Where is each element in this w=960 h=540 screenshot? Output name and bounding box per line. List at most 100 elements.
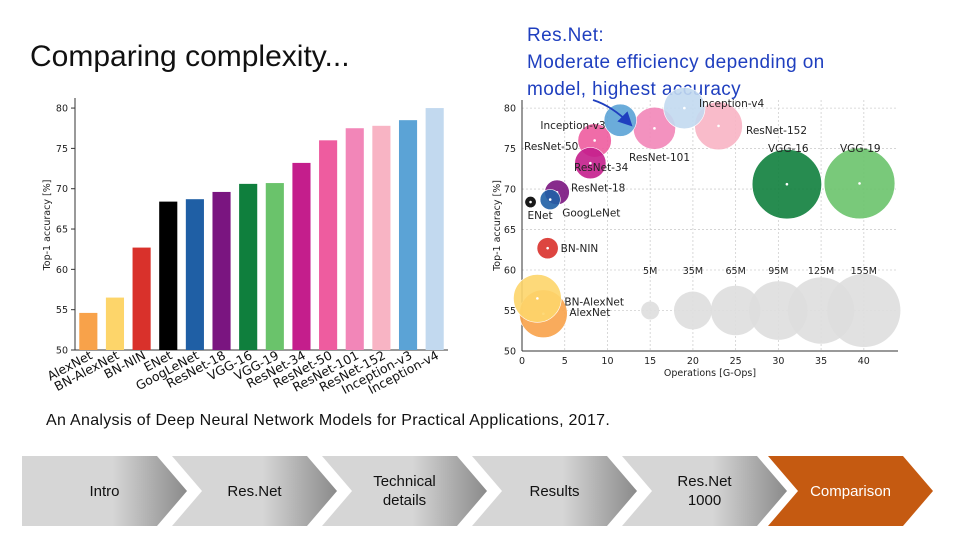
nav-step-label: Intro [89, 482, 120, 500]
nav-step-comparison[interactable]: Comparison [768, 456, 933, 526]
bar-resnet-34 [292, 162, 311, 350]
chevron-polygon [322, 456, 487, 526]
bar-inception-v4 [425, 108, 444, 350]
bubble-center-bn-nin [546, 246, 549, 250]
scatter-xtick-label: 10 [601, 356, 613, 367]
bubble-center-enet [529, 200, 532, 204]
chevron-polygon [622, 456, 787, 526]
bar-ytick-label: 65 [56, 225, 68, 236]
bar-bn-alexnet [105, 297, 125, 350]
bubble-center-resnet-50 [593, 139, 596, 142]
bubble-center-vgg-19 [858, 182, 861, 185]
annotation-bn-nin: BN-NIN [561, 243, 599, 255]
bar-inception-v3 [398, 120, 418, 351]
annotation-vgg-16: VGG-16 [768, 143, 809, 155]
bubble-center-resnet-101 [653, 127, 656, 130]
resnet-arrow [592, 99, 633, 127]
bar-resnet-18 [212, 191, 231, 350]
size-legend-label: 95M [768, 266, 788, 277]
scatter-xtick-label: 35 [815, 356, 827, 367]
bubble-center-resnet-152 [717, 124, 720, 128]
resnet-annotation-line-2: Moderate efficiency depending on [527, 52, 825, 73]
scatter-ytick-label: 70 [504, 185, 516, 196]
annotation-resnet-101: ResNet-101 [629, 152, 690, 164]
scatter-ytick-label: 55 [504, 306, 516, 317]
bar-resnet-50 [319, 140, 338, 350]
nav-step-results[interactable]: Results [472, 456, 637, 526]
annotation-bn-alexnet: BN-AlexNet [564, 296, 624, 308]
annotation-enet: ENet [528, 210, 553, 222]
bar-ylabel: Top-1 accuracy [%] [42, 180, 53, 272]
scatter-xtick-label: 20 [687, 356, 699, 367]
chevron-shape [768, 456, 933, 526]
chevron-shape [172, 456, 337, 526]
scatter-ytick-label: 65 [504, 225, 516, 236]
chevron-polygon [22, 456, 187, 526]
scatter-ytick-label: 80 [504, 104, 516, 115]
size-legend-bubble [827, 273, 901, 348]
citation: An Analysis of Deep Neural Network Model… [46, 412, 611, 429]
bar-vgg-16 [239, 183, 258, 350]
bubble-center-bn-alexnet [536, 297, 539, 300]
bar-ytick-label: 70 [56, 184, 68, 195]
nav-step-label: Comparison [810, 482, 891, 500]
nav-step-label: Technical details [373, 473, 436, 509]
size-legend-bubble [641, 301, 660, 320]
resnet-annotation-line-1: Res.Net: [527, 25, 605, 46]
bar-ytick-label: 55 [56, 305, 68, 316]
chevron-shape [322, 456, 487, 526]
annotation-inception-v3: Inception-v3 [540, 120, 605, 132]
bubble-center-vgg-16 [785, 182, 789, 186]
chevron-shape [622, 456, 787, 526]
bubble-center-inception-v4 [683, 106, 686, 110]
bar-ytick-label: 50 [56, 346, 68, 357]
scatter-ytick-label: 60 [504, 266, 516, 277]
nav-step-res-net[interactable]: Res.Net [172, 456, 337, 526]
size-legend-label: 155M [851, 266, 877, 277]
scatter-xtick-label: 15 [644, 356, 656, 367]
annotation-resnet-34: ResNet-34 [574, 162, 629, 174]
bar-ytick-label: 60 [56, 265, 68, 276]
bar-resnet-101 [345, 128, 364, 350]
scatter-xtick-label: 5 [562, 356, 568, 367]
scatter-xtick-label: 25 [730, 356, 742, 367]
annotation-resnet-152: ResNet-152 [746, 125, 807, 137]
size-legend-label: 65M [725, 266, 745, 277]
scatter-ytick-label: 50 [504, 347, 516, 358]
nav-step-res-net-1000[interactable]: Res.Net 1000 [622, 456, 787, 526]
nav-step-label: Res.Net 1000 [677, 473, 732, 509]
scatter-xlabel: Operations [G-Ops] [664, 368, 756, 379]
bubble-center-googlenet [548, 198, 552, 201]
scatter-xtick-label: 40 [858, 356, 870, 367]
scatter-ytick-label: 75 [504, 144, 516, 155]
size-legend-label: 35M [683, 266, 703, 277]
chevron-shape [22, 456, 187, 526]
annotation-googlenet: GoogLeNet [562, 208, 620, 220]
bar-ytick-label: 80 [56, 104, 68, 115]
chevron-polygon [172, 456, 337, 526]
bar-enet [159, 201, 178, 350]
chevron-polygon [768, 456, 933, 526]
bar-vgg-19 [265, 183, 284, 350]
size-legend-bubble [710, 285, 761, 336]
annotation-inception-v4: Inception-v4 [699, 98, 764, 110]
bubble-center-resnet-34 [589, 161, 592, 165]
annotation-alexnet: AlexNet [569, 307, 610, 319]
scatter-chart: 0 5 10 15 20 25 30 35 40 50 55 60 65 70 75 80 Operations… [492, 87, 901, 379]
bar-googlenet [185, 199, 204, 350]
annotation-resnet-18: ResNet-18 [571, 182, 625, 194]
scatter-xtick-label: 30 [772, 356, 784, 367]
slide-title: Comparing complexity... [30, 40, 350, 73]
chevron-shape [472, 456, 637, 526]
nav-step-label: Results [529, 482, 580, 500]
size-legend-bubble [673, 291, 712, 330]
bar-bn-nin [132, 247, 151, 350]
nav-step-intro[interactable]: Intro [22, 456, 187, 526]
size-legend-label: 125M [808, 266, 834, 277]
nav-step-technical-details[interactable]: Technical details [322, 456, 487, 526]
annotation-vgg-19: VGG-19 [840, 143, 881, 155]
annotation-resnet-50: ResNet-50 [524, 141, 578, 153]
nav-step-label: Res.Net [227, 482, 282, 500]
